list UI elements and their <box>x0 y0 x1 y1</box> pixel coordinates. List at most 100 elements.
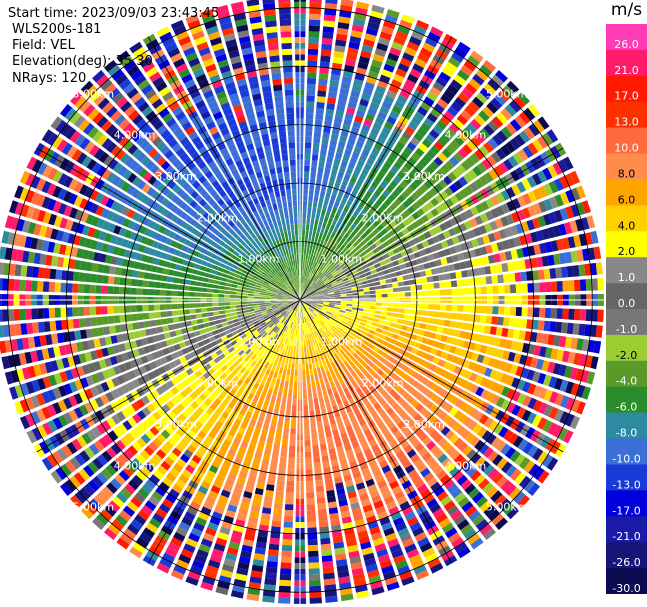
range-gate <box>446 256 454 264</box>
range-gate <box>113 305 120 314</box>
range-gate <box>325 108 334 116</box>
range-gate <box>435 204 444 214</box>
range-gate <box>337 190 345 198</box>
range-gate <box>389 47 402 57</box>
range-gate <box>358 247 365 254</box>
range-gate <box>440 335 448 343</box>
range-gate <box>489 220 498 231</box>
range-gate <box>55 320 63 331</box>
range-gate <box>403 176 412 185</box>
range-gate <box>473 227 482 237</box>
velocity-rays <box>0 0 604 604</box>
range-gate <box>419 184 429 193</box>
range-gate <box>306 492 315 499</box>
range-gate <box>308 287 313 292</box>
range-gate <box>308 19 321 26</box>
range-gate <box>415 278 422 284</box>
range-gate <box>388 267 396 273</box>
range-gate <box>54 307 61 318</box>
range-gate <box>446 353 454 362</box>
range-gate <box>13 309 21 321</box>
range-gate <box>410 167 420 177</box>
range-gate <box>369 290 376 295</box>
range-gate <box>478 365 487 375</box>
range-gate <box>459 211 469 221</box>
range-gate <box>395 30 408 41</box>
range-gate <box>398 204 407 213</box>
range-gate <box>327 204 333 212</box>
range-gate <box>307 392 313 399</box>
range-gate <box>532 173 542 186</box>
range-gate <box>325 263 331 269</box>
range-gate <box>375 198 383 207</box>
range-gate <box>408 320 415 327</box>
range-gate <box>538 200 548 213</box>
range-gate <box>312 284 318 289</box>
range-gate <box>393 175 402 184</box>
range-gate <box>316 96 326 103</box>
range-gate <box>323 303 329 306</box>
range-gate <box>154 281 161 289</box>
range-gate <box>321 37 333 45</box>
range-gate <box>402 255 410 263</box>
range-gate <box>470 258 478 267</box>
range-gate <box>289 351 293 358</box>
range-gate <box>171 310 179 316</box>
range-gate <box>329 295 335 298</box>
range-gate <box>148 281 155 288</box>
range-gate <box>437 232 446 241</box>
range-gate <box>339 10 352 18</box>
range-gate <box>358 55 370 65</box>
range-gate <box>344 282 351 287</box>
range-gate <box>312 201 318 208</box>
range-gate <box>438 274 445 281</box>
range-gate <box>311 295 317 298</box>
range-gate <box>337 22 350 30</box>
range-gate <box>326 103 335 111</box>
range-gate <box>305 301 312 304</box>
range-gate <box>292 393 297 400</box>
range-gate <box>253 301 260 304</box>
range-gate <box>320 366 325 373</box>
range-gate <box>231 312 238 316</box>
range-gate <box>391 189 400 198</box>
range-gate <box>418 158 428 168</box>
range-gate <box>343 205 350 213</box>
range-gate <box>461 322 468 330</box>
range-gate <box>430 108 442 119</box>
range-gate <box>309 280 314 286</box>
range-gate <box>333 201 340 208</box>
range-gate <box>224 309 231 314</box>
range-gate <box>235 295 242 299</box>
range-gate <box>341 264 348 270</box>
range-gate <box>404 161 414 171</box>
range-gate <box>309 177 316 184</box>
range-gate <box>393 36 406 46</box>
range-gate <box>479 175 489 186</box>
range-gate <box>305 301 312 303</box>
range-gate <box>384 257 392 264</box>
range-gate <box>511 184 521 196</box>
range-gate <box>484 266 492 275</box>
range-gate <box>352 301 359 305</box>
range-gate <box>335 301 341 303</box>
range-gate <box>380 165 389 175</box>
range-gate <box>310 273 314 280</box>
range-gate <box>472 324 480 332</box>
range-gate <box>317 300 324 302</box>
range-gate <box>317 503 327 510</box>
range-gate <box>327 250 333 257</box>
range-gate <box>317 301 324 303</box>
range-gate <box>364 294 371 298</box>
range-gate <box>547 226 556 239</box>
range-gate <box>308 404 314 411</box>
range-gate <box>574 279 581 292</box>
range-gate <box>326 436 334 444</box>
range-gate <box>471 352 479 362</box>
range-gate <box>307 387 312 394</box>
range-gate <box>296 340 299 347</box>
range-gate <box>332 163 339 171</box>
range-gate <box>420 316 428 323</box>
range-gate <box>335 249 342 256</box>
range-gate <box>460 109 472 121</box>
